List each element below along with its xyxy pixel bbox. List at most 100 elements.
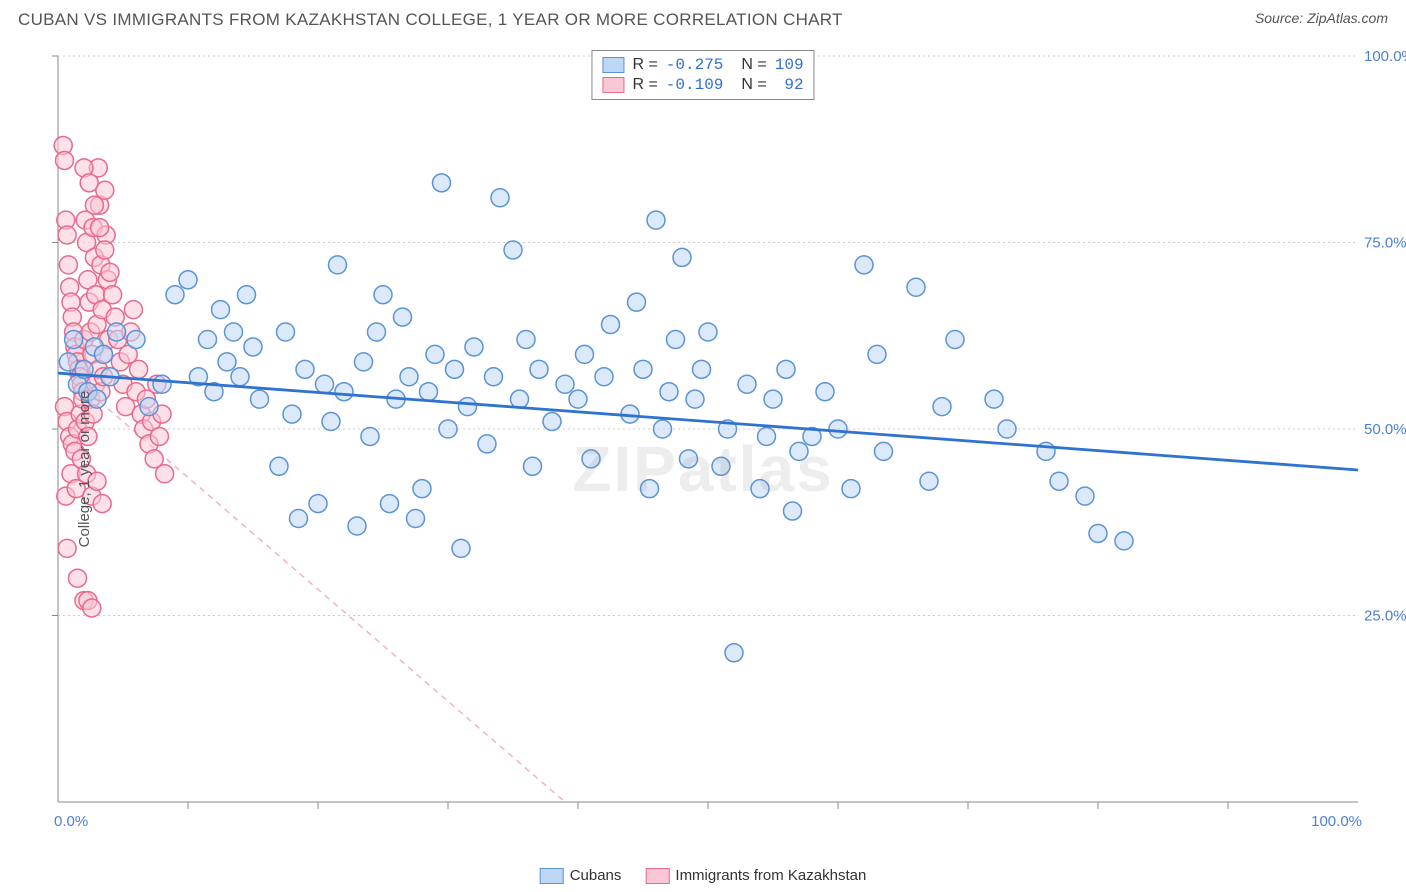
data-point xyxy=(946,330,964,348)
data-point xyxy=(790,442,808,460)
data-point xyxy=(725,644,743,662)
data-point xyxy=(634,360,652,378)
data-point xyxy=(101,263,119,281)
data-point xyxy=(784,502,802,520)
data-point xyxy=(868,345,886,363)
data-point xyxy=(595,368,613,386)
data-point xyxy=(459,398,477,416)
data-point xyxy=(127,330,145,348)
data-point xyxy=(361,427,379,445)
legend-n-label: N = xyxy=(741,76,766,94)
data-point xyxy=(582,450,600,468)
legend-swatch xyxy=(602,57,624,73)
data-point xyxy=(842,480,860,498)
legend-swatch xyxy=(602,77,624,93)
data-point xyxy=(270,457,288,475)
data-point xyxy=(104,286,122,304)
data-point xyxy=(58,226,76,244)
data-point xyxy=(96,241,114,259)
data-point xyxy=(368,323,386,341)
data-point xyxy=(712,457,730,475)
trend-line-cubans xyxy=(58,373,1358,470)
data-point xyxy=(569,390,587,408)
data-point xyxy=(329,256,347,274)
data-point xyxy=(56,151,74,169)
data-point xyxy=(124,301,142,319)
data-point xyxy=(150,427,168,445)
legend-n-value: 92 xyxy=(775,76,804,94)
data-point xyxy=(933,398,951,416)
data-point xyxy=(511,390,529,408)
data-point xyxy=(439,420,457,438)
legend-label: Immigrants from Kazakhstan xyxy=(675,867,866,884)
data-point xyxy=(238,286,256,304)
data-point xyxy=(920,472,938,490)
data-point xyxy=(1089,524,1107,542)
data-point xyxy=(80,174,98,192)
data-point xyxy=(907,278,925,296)
data-point xyxy=(69,569,87,587)
data-point xyxy=(543,413,561,431)
legend-r-label: R = xyxy=(632,56,657,74)
data-point xyxy=(58,539,76,557)
y-tick-label: 75.0% xyxy=(1364,235,1406,252)
data-point xyxy=(251,390,269,408)
data-point xyxy=(212,301,230,319)
legend-swatch xyxy=(540,868,564,884)
data-point xyxy=(855,256,873,274)
data-point xyxy=(433,174,451,192)
y-tick-label: 100.0% xyxy=(1364,48,1406,65)
data-point xyxy=(309,495,327,513)
data-point xyxy=(485,368,503,386)
data-point xyxy=(816,383,834,401)
data-point xyxy=(413,480,431,498)
data-point xyxy=(680,450,698,468)
data-point xyxy=(985,390,1003,408)
data-point xyxy=(83,599,101,617)
data-point xyxy=(1076,487,1094,505)
data-point xyxy=(407,510,425,528)
data-point xyxy=(153,375,171,393)
data-point xyxy=(130,360,148,378)
data-point xyxy=(446,360,464,378)
legend-r-label: R = xyxy=(632,76,657,94)
chart-title: CUBAN VS IMMIGRANTS FROM KAZAKHSTAN COLL… xyxy=(18,10,843,30)
data-point xyxy=(517,330,535,348)
data-point xyxy=(277,323,295,341)
data-point xyxy=(381,495,399,513)
data-point xyxy=(156,465,174,483)
legend-bottom: Cubans Immigrants from Kazakhstan xyxy=(540,867,867,884)
data-point xyxy=(576,345,594,363)
data-point xyxy=(758,427,776,445)
data-point xyxy=(420,383,438,401)
data-point xyxy=(491,189,509,207)
data-point xyxy=(231,368,249,386)
data-point xyxy=(829,420,847,438)
legend-stats-box: R =-0.275N =109R =-0.109N = 92 xyxy=(591,50,814,100)
data-point xyxy=(998,420,1016,438)
data-point xyxy=(452,539,470,557)
x-start-label: 0.0% xyxy=(54,813,88,830)
data-point xyxy=(179,271,197,289)
data-point xyxy=(316,375,334,393)
data-point xyxy=(647,211,665,229)
chart-area: College, 1 year or more ZIPatlas 25.0%50… xyxy=(0,46,1406,892)
chart-header: CUBAN VS IMMIGRANTS FROM KAZAKHSTAN COLL… xyxy=(0,0,1406,34)
data-point xyxy=(686,390,704,408)
y-axis-label: College, 1 year or more xyxy=(76,391,93,548)
data-point xyxy=(91,219,109,237)
data-point xyxy=(667,330,685,348)
data-point xyxy=(654,420,672,438)
data-point xyxy=(95,345,113,363)
data-point xyxy=(400,368,418,386)
data-point xyxy=(764,390,782,408)
legend-item: Cubans xyxy=(540,867,622,884)
data-point xyxy=(199,330,217,348)
data-point xyxy=(1050,472,1068,490)
y-tick-label: 25.0% xyxy=(1364,608,1406,625)
legend-item: Immigrants from Kazakhstan xyxy=(645,867,866,884)
data-point xyxy=(641,480,659,498)
legend-n-label: N = xyxy=(741,56,766,74)
legend-stats-row: R =-0.275N =109 xyxy=(602,55,803,75)
data-point xyxy=(465,338,483,356)
